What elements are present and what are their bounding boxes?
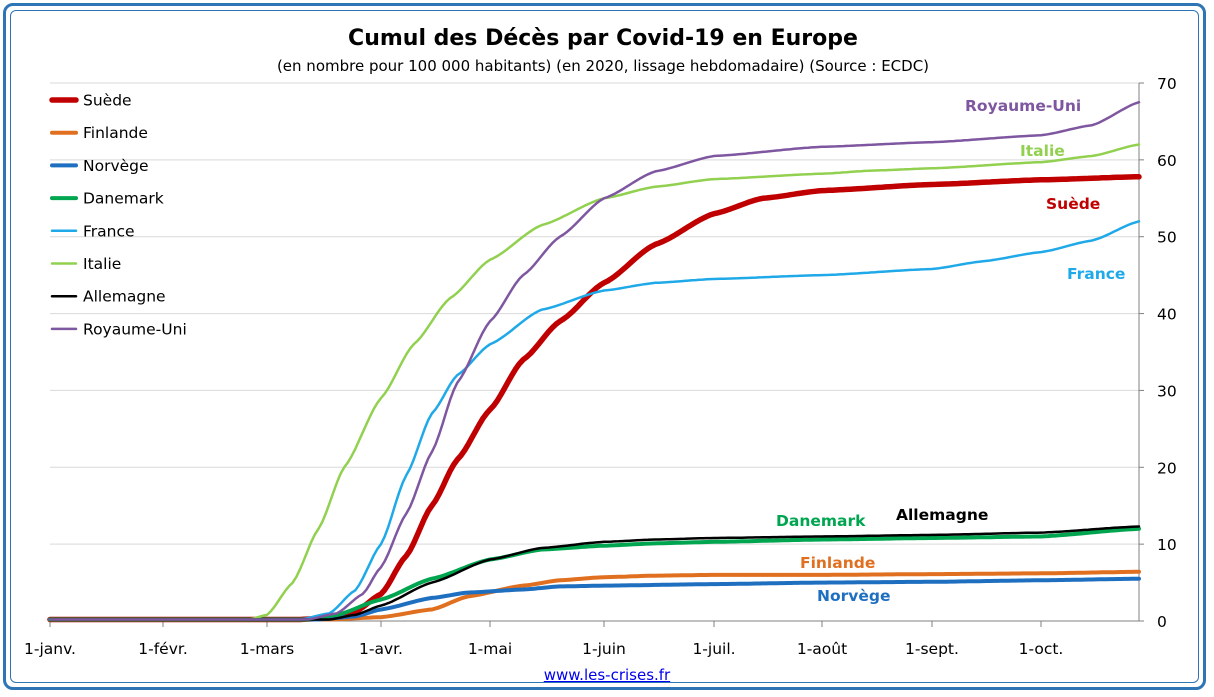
series-line-Royaume-Uni	[48, 100, 1141, 621]
annotation-Suède: Suède	[1046, 195, 1100, 213]
x-tick-label: 1-janv.	[24, 640, 76, 658]
chart-subtitle: (en nombre pour 100 000 habitants) (en 2…	[277, 57, 929, 75]
annotation-Norvège: Norvège	[817, 587, 891, 605]
y-tick-label: 20	[1157, 459, 1177, 477]
series-lines	[47, 100, 1142, 623]
annotation-Allemagne: Allemagne	[896, 506, 988, 524]
legend-label-Suède: Suède	[83, 92, 132, 110]
x-tick-label: 1-juin	[582, 640, 626, 658]
legend-label-Royaume-Uni: Royaume-Uni	[83, 320, 187, 338]
grid	[50, 82, 1139, 545]
annotation-Italie: Italie	[1020, 142, 1065, 160]
y-tick-label: 60	[1157, 152, 1177, 170]
y-tick-label: 0	[1157, 613, 1167, 631]
y-tick-label: 70	[1157, 75, 1177, 93]
legend-label-Norvège: Norvège	[83, 157, 149, 175]
legend-label-France: France	[83, 222, 135, 240]
legend-label-Allemagne: Allemagne	[83, 288, 166, 306]
x-tick-label: 1-févr.	[138, 640, 188, 658]
legend: Suède Finlande Norvège Danemark France Italie…	[49, 92, 187, 338]
axes: 0 10 20 30 40 50 60 70 1-janv. 1-févr. 1-mars 1-avr…	[24, 75, 1177, 658]
inner-frame	[10, 10, 1199, 683]
source-link[interactable]: www.les-crises.fr	[543, 666, 671, 684]
series-line-Italie	[48, 143, 1141, 621]
x-tick-label: 1-mai	[468, 640, 512, 658]
x-tick-label: 1-août	[797, 640, 847, 658]
annotation-Royaume-Uni: Royaume-Uni	[965, 97, 1081, 115]
annotation-France: France	[1067, 265, 1125, 283]
series-line-Norvège	[48, 576, 1141, 622]
annotation-Finlande: Finlande	[800, 554, 875, 572]
y-tick-label: 30	[1157, 382, 1177, 400]
y-tick-label: 10	[1157, 536, 1177, 554]
outer-frame	[3, 3, 1206, 690]
chart-title: Cumul des Décès par Covid-19 en Europe	[348, 26, 858, 51]
x-tick-label: 1-sept.	[905, 640, 959, 658]
x-tick-label: 1-oct.	[1019, 640, 1064, 658]
series-annotations: Royaume-Uni Italie Suède France Danemark Alle…	[776, 97, 1125, 605]
legend-label-Danemark: Danemark	[83, 190, 164, 208]
y-tick-label: 40	[1157, 306, 1177, 324]
annotation-Danemark: Danemark	[776, 512, 866, 530]
series-line-Suède	[47, 174, 1142, 623]
legend-label-Finlande: Finlande	[83, 124, 148, 142]
legend-label-Italie: Italie	[83, 255, 121, 273]
series-line-France	[48, 220, 1141, 621]
x-tick-label: 1-juil.	[692, 640, 735, 658]
x-tick-label: 1-avr.	[359, 640, 403, 658]
x-tick-label: 1-mars	[240, 640, 295, 658]
series-line-Finlande	[48, 569, 1141, 622]
y-tick-label: 50	[1157, 229, 1177, 247]
